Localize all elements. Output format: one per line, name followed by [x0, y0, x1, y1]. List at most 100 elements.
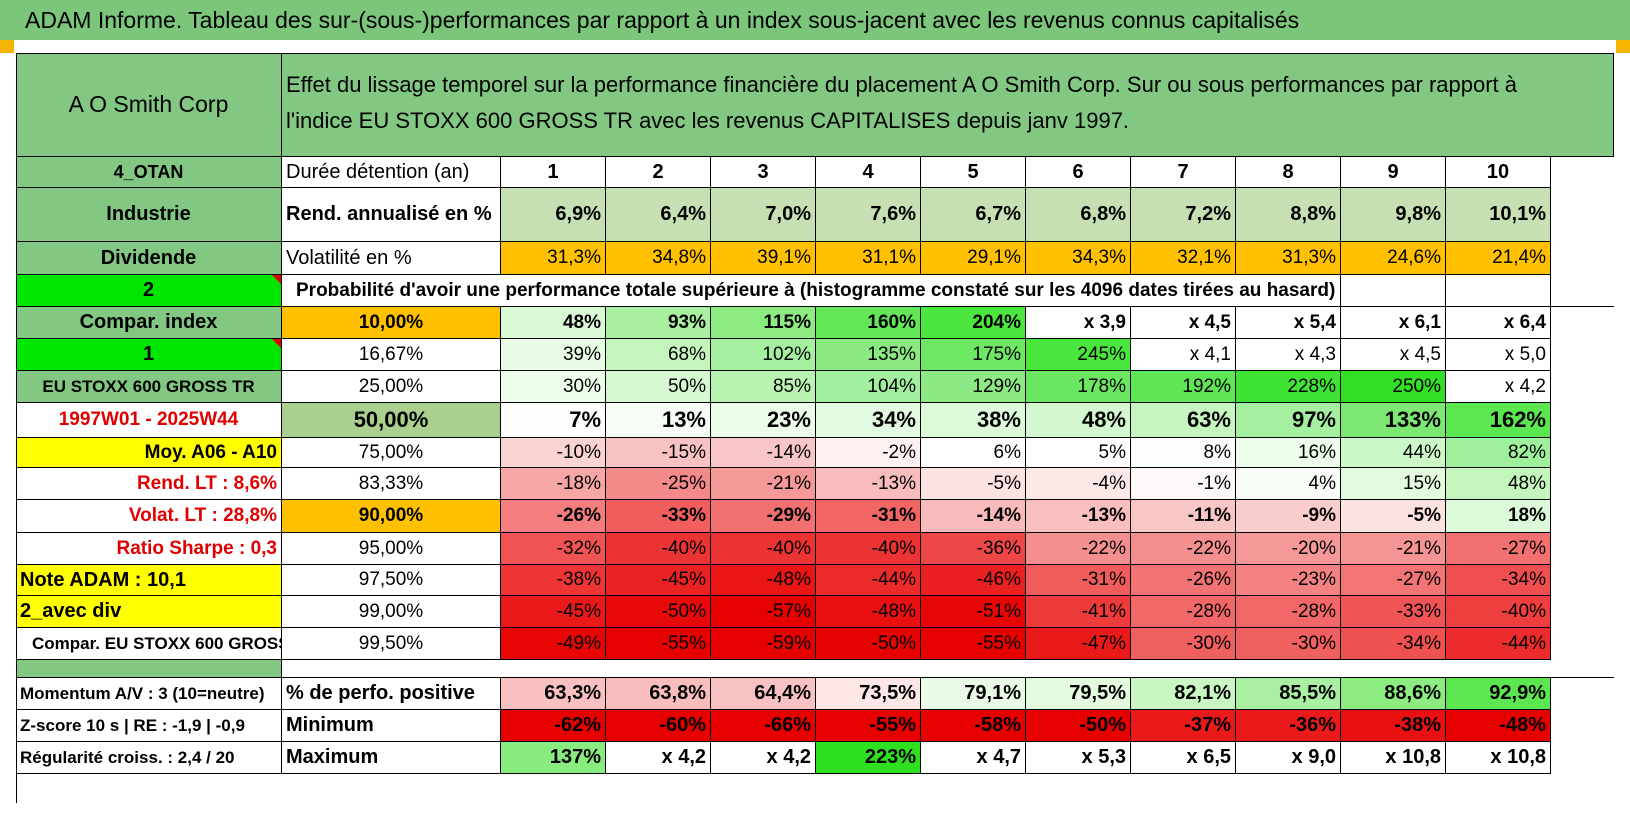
probability-value-text: 245% — [1077, 344, 1126, 365]
stat-value: 137% — [501, 742, 606, 774]
probability-value: -28% — [1236, 596, 1341, 628]
edge-marker-right — [1616, 40, 1630, 53]
probability-value-text: 175% — [972, 344, 1021, 365]
probability-value: -48% — [816, 596, 921, 628]
left-label: Note ADAM : 10,1 — [16, 565, 282, 596]
probability-value: -51% — [921, 596, 1026, 628]
probability-value-text: -45% — [556, 601, 601, 622]
stat-value: x 10,8 — [1341, 742, 1446, 774]
stat-label-text: Minimum — [286, 714, 374, 736]
probability-value-text: 178% — [1077, 376, 1126, 397]
stat-value: -50% — [1026, 710, 1131, 742]
probability-value-text: -30% — [1186, 633, 1231, 654]
probability-value: -2% — [816, 438, 921, 468]
probability-value: 6% — [921, 438, 1026, 468]
left-label-text: Dividende — [100, 247, 197, 269]
probability-value: -21% — [711, 468, 816, 500]
probability-value-text: x 4,2 — [1504, 376, 1546, 397]
probability-value-text: 82% — [1507, 442, 1546, 463]
probability-value: -14% — [921, 500, 1026, 533]
probability-value-text: 204% — [972, 312, 1021, 333]
probability-value-text: -28% — [1291, 601, 1336, 622]
probability-value: -33% — [606, 500, 711, 533]
probability-value: 48% — [1446, 468, 1551, 500]
probability-value: -50% — [606, 596, 711, 628]
probability-value-text: 50% — [667, 376, 706, 397]
duration-year-text: 10 — [1486, 161, 1510, 183]
probability-value: -55% — [921, 628, 1026, 660]
probability-value-text: -46% — [976, 569, 1021, 590]
probability-value: -1% — [1131, 468, 1236, 500]
probability-value-text: 6% — [993, 442, 1021, 463]
probability-percentile: 95,00% — [282, 533, 501, 565]
probability-value-text: -4% — [1092, 473, 1126, 494]
volat-value-text: 31,3% — [1282, 247, 1336, 268]
probability-value: -40% — [1446, 596, 1551, 628]
probability-value: -44% — [1446, 628, 1551, 660]
left-label-text: Moy. A06 - A10 — [144, 442, 277, 463]
probability-value-text: 48% — [1507, 473, 1546, 494]
probability-value-text: -51% — [976, 601, 1021, 622]
stat-value: 63,3% — [501, 678, 606, 710]
stat-left-label-text: Z-score 10 s | RE : -1,9 | -0,9 — [20, 716, 245, 735]
probability-value-text: -32% — [556, 538, 601, 559]
probability-value-text: 162% — [1489, 407, 1546, 432]
left-label-text: EU STOXX 600 GROSS TR — [42, 377, 255, 396]
probability-percentile: 99,00% — [282, 596, 501, 628]
probability-percentile: 97,50% — [282, 565, 501, 596]
volat-value: 31,3% — [501, 242, 606, 275]
probability-percentile: 10,00% — [282, 307, 501, 339]
probability-value-text: 13% — [661, 407, 706, 432]
probability-value: 104% — [816, 371, 921, 403]
probability-value: x 4,5 — [1341, 339, 1446, 371]
stat-value: 223% — [816, 742, 921, 774]
probability-value-text: 160% — [867, 312, 916, 333]
probability-value: -45% — [501, 596, 606, 628]
probability-value: -36% — [921, 533, 1026, 565]
probability-percentile: 75,00% — [282, 438, 501, 468]
stat-value: 88,6% — [1341, 678, 1446, 710]
probability-value-text: 44% — [1402, 442, 1441, 463]
probability-value: -13% — [1026, 500, 1131, 533]
probability-value-text: -59% — [766, 633, 811, 654]
probability-value-text: 16% — [1297, 442, 1336, 463]
rend-value: 6,9% — [501, 188, 606, 242]
probability-value-text: -27% — [1396, 569, 1441, 590]
stat-value-text: 88,6% — [1384, 682, 1441, 704]
probability-value-text: -20% — [1291, 538, 1336, 559]
stat-label-text: % de perfo. positive — [286, 682, 475, 704]
probability-title-text: Probabilité d'avoir une performance tota… — [296, 280, 1336, 301]
stat-value-text: x 4,7 — [976, 746, 1021, 768]
probability-value: -22% — [1026, 533, 1131, 565]
probability-value-text: 48% — [1081, 407, 1126, 432]
duration-year: 4 — [816, 157, 921, 188]
probability-value-text: -47% — [1081, 633, 1126, 654]
probability-value-text: 85% — [772, 376, 811, 397]
duration-year: 3 — [711, 157, 816, 188]
probability-value-text: -25% — [661, 473, 706, 494]
probability-value-text: -45% — [661, 569, 706, 590]
rend-value-text: 9,8% — [1395, 203, 1441, 225]
volat-value-text: 21,4% — [1492, 247, 1546, 268]
probability-value-text: -5% — [1407, 505, 1441, 526]
probability-value: -15% — [606, 438, 711, 468]
probability-percentile-text: 90,00% — [358, 505, 424, 526]
probability-value-text: -50% — [871, 633, 916, 654]
probability-value-text: 48% — [562, 312, 601, 333]
empty-cell — [1446, 275, 1551, 307]
probability-value: -40% — [816, 533, 921, 565]
probability-value: 38% — [921, 403, 1026, 438]
probability-value: 133% — [1341, 403, 1446, 438]
probability-value-text: -44% — [1501, 633, 1546, 654]
left-label-text: 2 — [142, 279, 155, 301]
probability-value-text: -40% — [1501, 601, 1546, 622]
probability-value: 8% — [1131, 438, 1236, 468]
probability-value-text: 15% — [1402, 473, 1441, 494]
probability-value: x 4,2 — [1446, 371, 1551, 403]
probability-value-text: -50% — [661, 601, 706, 622]
probability-value: -9% — [1236, 500, 1341, 533]
stat-value: -60% — [606, 710, 711, 742]
rend-label: Rend. annualisé en % — [282, 188, 501, 242]
stat-value: -62% — [501, 710, 606, 742]
probability-value-text: x 5,4 — [1293, 312, 1336, 333]
